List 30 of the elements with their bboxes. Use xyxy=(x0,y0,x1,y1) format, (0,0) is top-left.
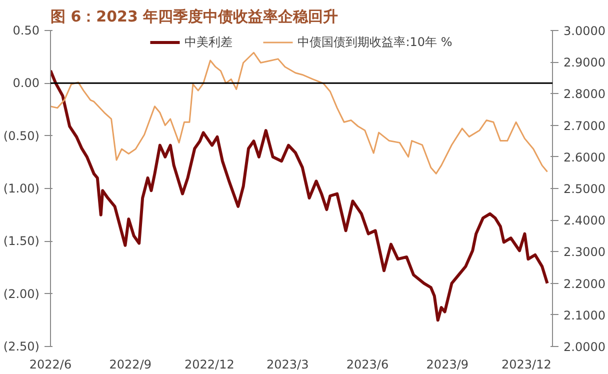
y2-tick-label: 2.0000 xyxy=(564,340,606,354)
x-tick-label: 2023/6 xyxy=(346,358,389,372)
y-tick-label: (2.00) xyxy=(3,286,40,301)
y2-tick-label: 2.1000 xyxy=(564,308,606,322)
x-tick-label: 2023/12 xyxy=(502,358,552,372)
y-tick-label: 0.00 xyxy=(12,76,40,90)
y-tick-label: 0.50 xyxy=(12,24,40,38)
x-tick-label: 2023/9 xyxy=(426,358,469,372)
y-tick-label: (0.50) xyxy=(3,128,40,143)
y2-tick-label: 2.8000 xyxy=(564,87,606,102)
line-series xyxy=(50,69,549,322)
chart-title: 图 6：2023 年四季度中债收益率企稳回升 xyxy=(50,8,338,26)
line-series xyxy=(50,52,548,174)
y2-tick-label: 3.0000 xyxy=(564,24,606,38)
x-tick-label: 2023/3 xyxy=(266,358,309,372)
y2-tick-label: 2.4000 xyxy=(564,214,606,228)
x-tick-label: 2022/12 xyxy=(184,358,234,372)
y-tick-label: (1.50) xyxy=(3,234,40,248)
y2-tick-label: 2.6000 xyxy=(564,150,606,164)
x-tick-label: 2022/9 xyxy=(109,358,152,372)
y2-tick-label: 2.7000 xyxy=(564,118,606,133)
y-tick-label: (1.00) xyxy=(3,182,40,196)
legend-label: 中美利差 xyxy=(184,34,233,50)
y2-tick-label: 2.3000 xyxy=(564,245,606,260)
y2-tick-label: 2.5000 xyxy=(564,182,606,196)
y2-tick-label: 2.9000 xyxy=(564,56,606,70)
y2-tick-label: 2.2000 xyxy=(564,276,606,291)
x-tick-label: 2022/6 xyxy=(29,358,72,372)
y-tick-label: (2.50) xyxy=(3,340,40,354)
legend-label: 中债国债到期收益率:10年 % xyxy=(298,34,452,50)
